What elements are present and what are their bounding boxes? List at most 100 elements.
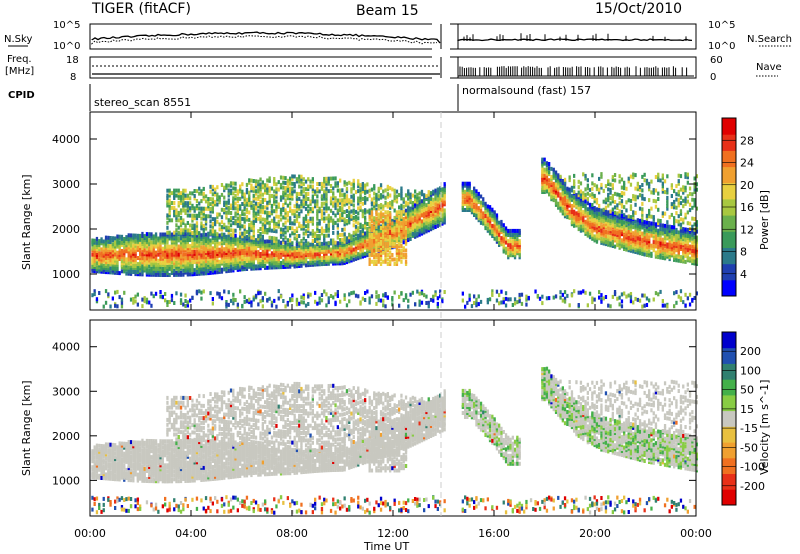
radar-cell	[341, 188, 344, 193]
radar-cell	[261, 234, 264, 239]
radar-cell	[241, 224, 244, 229]
radar-cell	[259, 187, 262, 192]
radar-cell	[300, 192, 303, 196]
radar-cell	[123, 245, 126, 250]
radar-cell	[229, 268, 233, 273]
radar-cell	[298, 301, 301, 306]
radar-cell	[295, 214, 299, 219]
radar-cell	[375, 246, 378, 251]
radar-cell	[318, 262, 321, 267]
radar-cell	[202, 289, 205, 294]
radar-cell	[502, 233, 505, 238]
radar-cell	[579, 224, 583, 229]
radar-cell	[307, 219, 310, 224]
radar-cell	[316, 211, 319, 216]
radar-cell	[159, 254, 162, 259]
radar-cell	[368, 262, 371, 266]
radar-cell	[552, 181, 555, 186]
radar-cell	[245, 200, 249, 205]
radar-cell	[214, 242, 217, 247]
radar-cell	[327, 300, 330, 305]
radar-cell	[177, 203, 180, 208]
radar-cell	[416, 227, 419, 232]
radar-cell	[277, 219, 280, 224]
radar-cell	[186, 260, 189, 265]
radar-cell	[320, 293, 324, 297]
radar-cell	[316, 246, 319, 251]
radar-cell	[609, 190, 612, 195]
radar-cell	[139, 272, 142, 277]
radar-cell	[195, 228, 199, 233]
radar-cell	[420, 209, 424, 214]
radar-cell	[227, 188, 230, 193]
radar-cell	[379, 239, 383, 244]
radar-cell	[139, 242, 142, 246]
radar-cell	[286, 256, 289, 261]
radar-cell	[148, 252, 151, 257]
radar-cell	[300, 300, 303, 305]
radar-cell	[236, 189, 239, 194]
radar-cell	[320, 298, 324, 303]
radar-cell	[234, 218, 237, 223]
radar-cell	[323, 260, 326, 264]
radar-cell	[409, 197, 412, 202]
radar-cell	[425, 294, 428, 299]
radar-cell	[357, 211, 360, 216]
radar-cell	[561, 183, 564, 188]
radar-cell	[623, 205, 626, 210]
radar-cell	[375, 212, 378, 217]
radar-cell	[573, 195, 576, 200]
radar-cell	[607, 220, 610, 225]
radar-cell	[323, 236, 326, 241]
radar-cell	[350, 202, 353, 207]
radar-cell	[168, 198, 171, 203]
radar-cell	[329, 176, 333, 181]
radar-cell	[479, 200, 483, 205]
radar-cell	[114, 303, 117, 308]
radar-cell	[150, 254, 153, 259]
radar-cell	[170, 232, 174, 237]
radar-cell	[200, 199, 203, 204]
radar-cell	[314, 231, 317, 236]
radar-cell	[423, 210, 426, 215]
radar-cell	[598, 203, 601, 208]
radar-cell	[300, 224, 303, 229]
radar-cell	[168, 193, 171, 198]
radar-cell	[604, 211, 608, 216]
radar-cell	[336, 294, 339, 298]
radar-cell	[323, 251, 326, 256]
radar-cell	[245, 187, 249, 192]
radar-cell	[443, 182, 446, 187]
radar-cell	[377, 259, 380, 264]
radar-cell	[398, 250, 401, 255]
radar-cell	[95, 261, 99, 266]
radar-cell	[286, 211, 289, 215]
radar-cell	[584, 203, 587, 208]
radar-cell	[345, 199, 349, 204]
radar-cell	[607, 218, 610, 223]
radar-cell	[268, 193, 271, 198]
radar-cell	[625, 245, 628, 250]
radar-cell	[389, 239, 392, 244]
radar-cell	[384, 244, 387, 248]
radar-cell	[189, 272, 192, 277]
radar-cell	[568, 191, 571, 196]
radar-cell	[318, 219, 321, 224]
radar-cell	[386, 248, 389, 253]
radar-cell	[195, 203, 199, 208]
radar-cell	[291, 209, 294, 214]
radar-cell	[563, 177, 567, 182]
radar-cell	[611, 207, 614, 212]
radar-cell	[391, 296, 394, 300]
radar-cell	[557, 191, 560, 196]
radar-cell	[275, 207, 278, 212]
radar-cell	[264, 185, 267, 190]
radar-cell	[441, 193, 444, 198]
radar-cell	[343, 222, 346, 227]
radar-cell	[191, 254, 194, 259]
radar-cell	[598, 236, 601, 241]
radar-cell	[607, 179, 610, 184]
radar-cell	[593, 210, 596, 215]
radar-cell	[629, 215, 633, 220]
radar-cell	[211, 260, 214, 265]
